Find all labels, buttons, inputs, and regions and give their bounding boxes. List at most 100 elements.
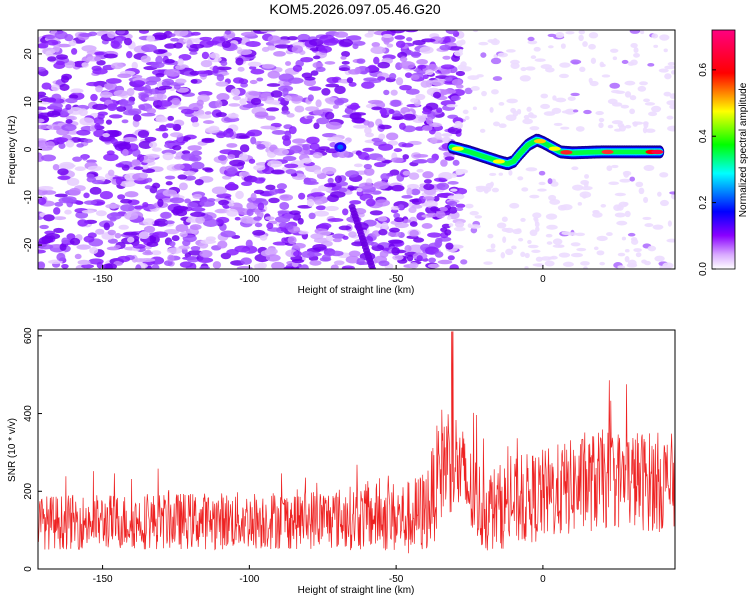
heatmap-cell	[180, 108, 195, 115]
heatmap-cell	[377, 76, 386, 81]
heatmap-cell	[365, 198, 376, 207]
heatmap-cell	[166, 247, 183, 254]
heatmap-cell	[527, 40, 538, 45]
heatmap-cell	[391, 184, 405, 192]
heatmap-cell	[81, 62, 89, 68]
heatmap-cell	[266, 222, 274, 229]
heatmap-cell	[148, 141, 158, 148]
heatmap-cell	[173, 30, 189, 37]
heatmap-cell	[666, 238, 675, 243]
heatmap-cell	[379, 250, 389, 258]
heatmap-cell	[601, 149, 614, 155]
heatmap-cell	[432, 91, 442, 99]
heatmap-cell	[534, 217, 539, 224]
heatmap-cell	[324, 61, 336, 65]
heatmap-cell	[165, 68, 181, 77]
heatmap-cell	[647, 245, 657, 252]
heatmap-cell	[149, 234, 157, 244]
heatmap-cell	[444, 156, 455, 161]
heatmap-cell	[629, 30, 641, 34]
heatmap-cell	[560, 126, 570, 130]
heatmap-cell	[60, 110, 67, 117]
heatmap-cell	[642, 126, 648, 134]
heatmap-cell	[303, 78, 316, 87]
heatmap-cell	[41, 47, 56, 55]
heatmap-cell	[287, 236, 297, 245]
heatmap-cell	[96, 60, 106, 66]
heatmap-cell	[196, 70, 210, 75]
heatmap-cell	[338, 67, 351, 71]
heatmap-cell	[519, 75, 531, 82]
heatmap-cell	[250, 192, 257, 202]
heatmap-cell	[97, 111, 109, 116]
heatmap-cell	[144, 185, 152, 190]
heatmap-cell	[252, 229, 266, 236]
heatmap-cell	[410, 51, 421, 58]
heatmap-cell	[152, 32, 168, 40]
heatmap-cell	[643, 196, 649, 203]
heatmap-cell	[456, 207, 464, 211]
heatmap-cell	[81, 264, 95, 269]
heatmap-cell	[373, 56, 380, 65]
heatmap-cell	[217, 154, 227, 161]
heatmap-cell	[368, 64, 377, 71]
heatmap-cell	[321, 166, 337, 175]
heatmap-cell	[99, 91, 113, 98]
heatmap-cell	[327, 218, 344, 222]
heatmap-cell	[45, 141, 55, 149]
heatmap-cell	[551, 107, 562, 114]
heatmap-cell	[393, 148, 403, 153]
heatmap-cell	[239, 144, 250, 153]
heatmap-cell	[412, 40, 426, 46]
heatmap-cell	[367, 30, 375, 36]
bottom-x-axis-label: Height of straight line (km)	[298, 585, 415, 596]
heatmap-cell	[391, 116, 404, 121]
heatmap-cell	[292, 64, 303, 72]
heatmap-cell	[49, 102, 63, 110]
heatmap-cell	[657, 191, 662, 197]
heatmap-cell	[313, 210, 329, 217]
heatmap-cell	[289, 145, 303, 154]
heatmap-cell	[201, 138, 215, 144]
heatmap-cell	[59, 161, 75, 170]
heatmap-cell	[137, 129, 150, 139]
heatmap-cell	[52, 163, 60, 171]
heatmap-cell	[309, 260, 322, 266]
heatmap-cell	[340, 55, 347, 60]
heatmap-cell	[374, 199, 391, 207]
heatmap-cell	[320, 108, 333, 113]
heatmap-cell	[446, 104, 458, 108]
heatmap-cell	[545, 213, 558, 220]
heatmap-cell	[193, 206, 204, 213]
heatmap-cell	[429, 137, 438, 144]
heatmap-cell	[445, 76, 453, 82]
heatmap-cell	[239, 98, 247, 106]
heatmap-cell	[107, 103, 118, 111]
heatmap-cell	[164, 220, 175, 225]
heatmap-cell	[282, 87, 289, 96]
heatmap-cell	[228, 103, 241, 107]
heatmap-cell	[298, 230, 309, 235]
heatmap-cell	[606, 165, 613, 172]
heatmap-cell	[187, 145, 202, 151]
heatmap-cell	[315, 99, 322, 108]
x-tick-label: -100	[239, 274, 259, 285]
heatmap-cell	[553, 122, 563, 127]
heatmap-cell	[171, 97, 181, 106]
colorbar-tick-label: 0.2	[698, 195, 709, 209]
heatmap-cell	[133, 86, 148, 91]
heatmap-cell	[216, 216, 230, 224]
heatmap-cell	[460, 61, 467, 68]
heatmap-cell	[321, 87, 331, 96]
heatmap-cell	[436, 182, 450, 191]
heatmap-cell	[580, 261, 590, 266]
heatmap-cell	[618, 266, 624, 269]
heatmap-cell	[215, 100, 223, 108]
heatmap-cell	[404, 244, 412, 253]
heatmap-cell	[183, 170, 196, 176]
heatmap-cell	[472, 106, 477, 111]
x-tick-label: 0	[540, 274, 546, 285]
heatmap-cell	[548, 194, 557, 201]
heatmap-cell	[416, 59, 428, 65]
heatmap-cell	[410, 98, 419, 103]
